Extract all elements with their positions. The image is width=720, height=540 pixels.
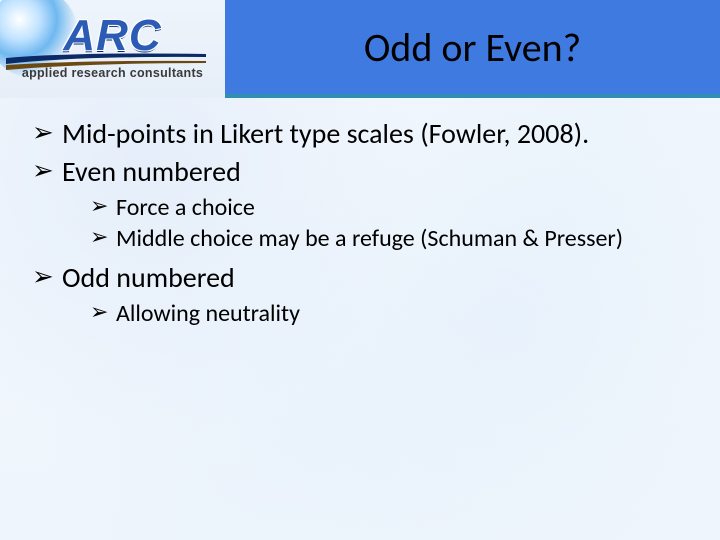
bullet-text: Force a choice bbox=[116, 193, 255, 222]
list-item: Middle choice may be a refuge (Schuman &… bbox=[90, 223, 698, 254]
title-wrap: Odd or Even? bbox=[225, 0, 720, 94]
slide-header: ARC applied research consultants Odd or … bbox=[0, 0, 720, 98]
list-item: Force a choice bbox=[90, 192, 698, 223]
logo-word: ARC bbox=[63, 14, 161, 58]
bullet-list-lvl2: Allowing neutrality bbox=[62, 298, 698, 329]
list-item: Allowing neutrality bbox=[90, 298, 698, 329]
list-item: Mid-points in Likert type scales (Fowler… bbox=[32, 116, 698, 152]
bullet-text: Odd numbered bbox=[62, 260, 235, 295]
list-item: Even numbered Force a choice Middle choi… bbox=[32, 154, 698, 254]
bullet-text: Allowing neutrality bbox=[116, 299, 300, 328]
list-item: Odd numbered Allowing neutrality bbox=[32, 260, 698, 329]
bullet-text: Middle choice may be a refuge (Schuman &… bbox=[116, 224, 623, 253]
bullet-text: Even numbered bbox=[62, 154, 241, 189]
slide-title: Odd or Even? bbox=[364, 23, 581, 72]
logo-box: ARC applied research consultants bbox=[0, 0, 225, 98]
bullet-text: Mid-points in Likert type scales (Fowler… bbox=[62, 116, 589, 151]
bullet-list-lvl2: Force a choice Middle choice may be a re… bbox=[62, 192, 698, 254]
bullet-list-lvl1: Mid-points in Likert type scales (Fowler… bbox=[22, 116, 698, 329]
logo-tagline: applied research consultants bbox=[22, 66, 203, 80]
slide-body: Mid-points in Likert type scales (Fowler… bbox=[0, 98, 720, 329]
